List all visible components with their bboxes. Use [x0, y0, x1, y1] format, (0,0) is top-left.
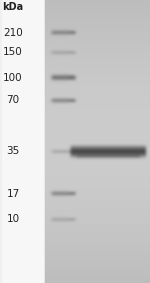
- Text: 70: 70: [6, 95, 20, 106]
- Text: 210: 210: [3, 27, 23, 38]
- Text: 100: 100: [3, 73, 23, 83]
- Text: 35: 35: [6, 146, 20, 156]
- Text: 150: 150: [3, 47, 23, 57]
- Text: 17: 17: [6, 189, 20, 199]
- Text: 10: 10: [6, 214, 20, 224]
- Text: kDa: kDa: [2, 2, 24, 12]
